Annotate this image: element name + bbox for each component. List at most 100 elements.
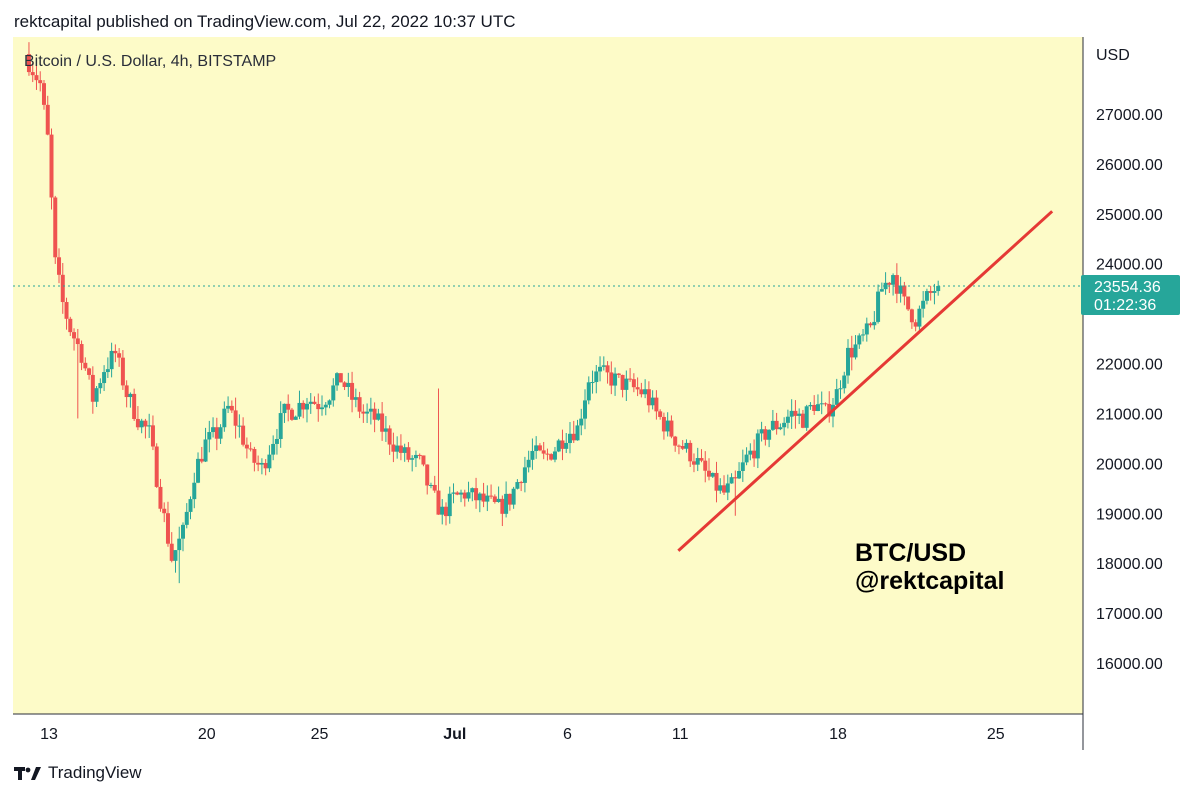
candle-body [842, 375, 847, 389]
candle-body [320, 407, 325, 410]
candle [842, 371, 847, 394]
candle-body [312, 401, 317, 404]
candle-body [34, 75, 39, 81]
candle-body [331, 385, 336, 401]
candle-body [537, 445, 542, 451]
last-price-tag-bg [1081, 275, 1180, 315]
candle [879, 282, 884, 292]
candle-body [181, 524, 185, 539]
candle-body [917, 308, 922, 327]
publish-header: rektcapital published on TradingView.com… [14, 12, 516, 31]
candle [504, 481, 509, 518]
candle-body [53, 197, 58, 258]
candle-body [650, 397, 655, 406]
candle-body [695, 458, 700, 465]
candle [440, 499, 445, 525]
candle [342, 381, 347, 391]
candle-body [26, 54, 31, 73]
candle [691, 453, 696, 473]
candle [391, 432, 396, 463]
candle [763, 426, 768, 446]
candle-body [432, 484, 437, 491]
candle [564, 432, 569, 453]
candle [64, 297, 69, 330]
candle [489, 484, 494, 499]
candle-body [368, 408, 373, 412]
candle [624, 370, 629, 401]
candle [75, 328, 80, 419]
candle-body [436, 490, 441, 515]
candle [853, 335, 858, 360]
candle [507, 493, 512, 511]
time-tick-label: 25 [311, 726, 329, 743]
candle [304, 397, 309, 423]
candle-body [90, 374, 95, 402]
candle [395, 436, 400, 459]
candle-body [853, 344, 858, 358]
candle-body [725, 483, 730, 493]
candle-body [376, 413, 381, 420]
candle-body [583, 400, 588, 419]
candle-body [519, 482, 524, 484]
candle-body [188, 499, 193, 512]
candle-body [45, 104, 50, 135]
price-tick-label: 26000.00 [1096, 157, 1163, 174]
candle-body [571, 433, 576, 441]
candle-body [526, 459, 531, 468]
candle-body [147, 425, 152, 427]
candle-body [350, 382, 355, 400]
candle [703, 451, 708, 483]
candle [477, 492, 482, 513]
candle [45, 95, 50, 136]
candle [282, 403, 287, 423]
candle [695, 447, 700, 472]
candle-body [800, 413, 805, 428]
candle-body [774, 420, 779, 430]
candle [571, 420, 576, 443]
candle [128, 392, 133, 408]
candle [466, 481, 471, 502]
candle [752, 439, 757, 467]
candle-body [688, 442, 693, 462]
candle [819, 391, 824, 415]
candle [876, 284, 881, 324]
candle-body [924, 291, 929, 301]
candle [459, 489, 464, 503]
trendline[interactable] [677, 210, 1054, 552]
candle-body [545, 453, 550, 455]
candle [646, 381, 651, 413]
candle [417, 453, 422, 460]
candle [308, 393, 313, 414]
candle [361, 404, 366, 423]
candle [271, 435, 276, 461]
time-axis-background [13, 714, 1188, 750]
candle-body [365, 411, 370, 414]
candle [635, 377, 640, 397]
candle-body [383, 428, 388, 432]
price-tick-label: 27000.00 [1096, 107, 1163, 124]
candle-body [83, 362, 88, 369]
candle [102, 365, 107, 392]
candle [90, 366, 95, 414]
candle-body [729, 477, 734, 484]
candle [815, 394, 820, 412]
candle [105, 357, 110, 378]
candle-body [752, 450, 757, 459]
last-price-tag: 23554.36 01:22:36 [1081, 275, 1180, 315]
candle-body [120, 357, 125, 386]
candle-body [522, 467, 527, 483]
candle-body [184, 511, 189, 525]
candle [79, 340, 84, 371]
candle-body [391, 444, 396, 452]
candle [725, 474, 730, 501]
candle [883, 272, 888, 295]
candle-body [481, 493, 486, 502]
candle [887, 281, 892, 293]
candle-body [470, 488, 475, 493]
candle-body [887, 282, 892, 285]
candle-body [575, 425, 580, 441]
price-axis-background [1083, 37, 1188, 714]
candle [320, 395, 325, 416]
